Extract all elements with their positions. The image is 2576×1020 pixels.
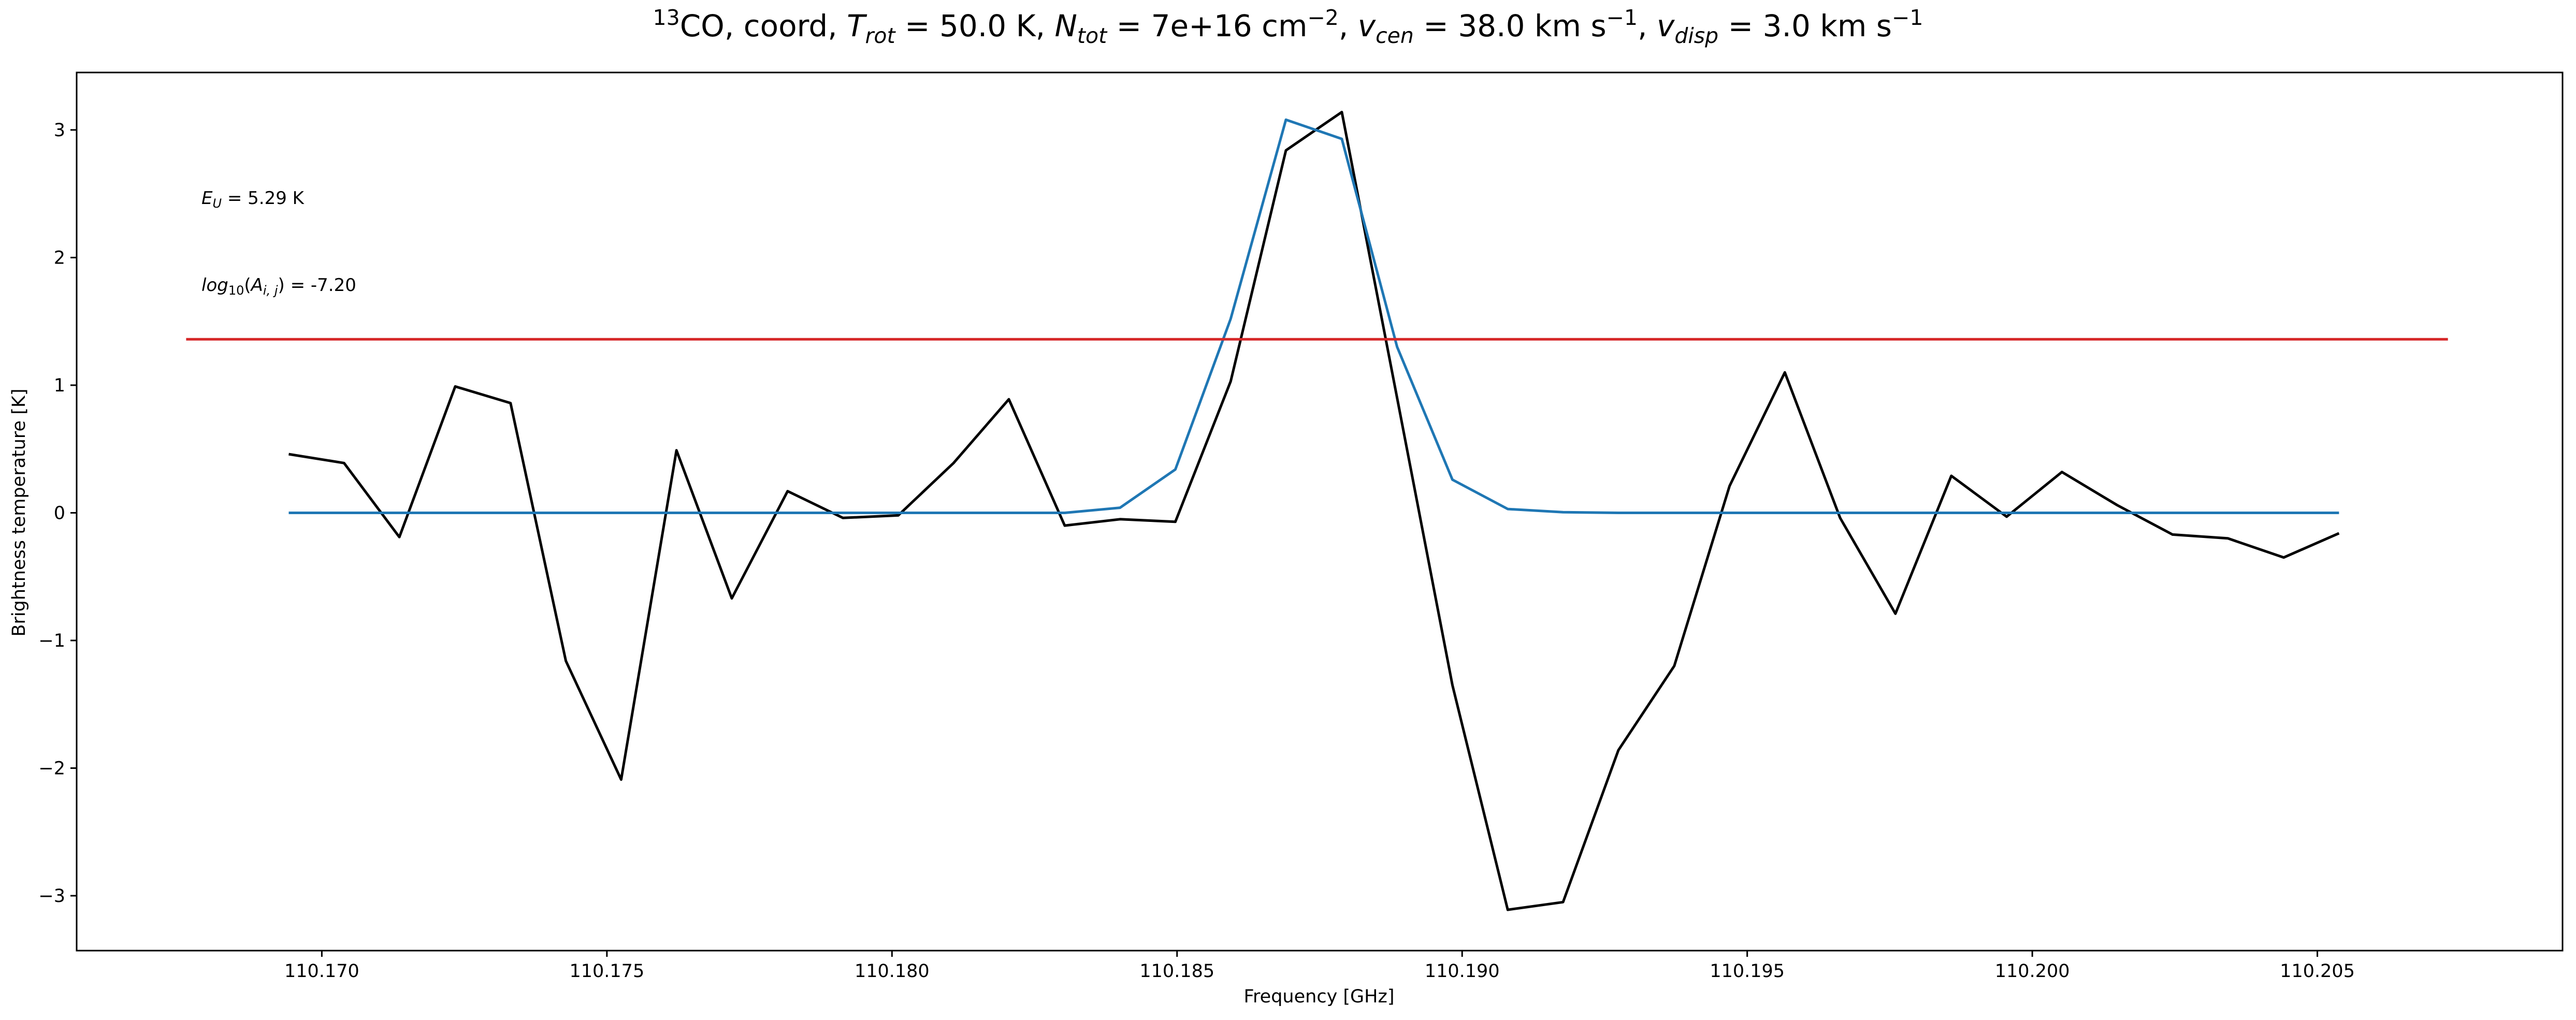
y-tick-label: 3	[54, 120, 65, 141]
chart_data.annotations.1.segments-segment: log	[201, 275, 228, 296]
series-line-0	[288, 110, 2340, 911]
chart_data.annotations.0.segments-segment: E	[201, 188, 213, 209]
x-tick-label: 110.180	[855, 961, 930, 982]
chart_data.title.segments-segment: −1	[1892, 5, 1923, 30]
chart_data.title.segments-segment: = 3.0 km s	[1718, 8, 1892, 43]
y-tick-label: 2	[54, 247, 65, 268]
chart_data.title.segments-segment: cen	[1376, 23, 1414, 48]
x-tick-label: 110.170	[284, 961, 359, 982]
x-tick-label: 110.190	[1425, 961, 1500, 982]
y-tick-label: 1	[54, 375, 65, 396]
x-tick-label: 110.175	[569, 961, 644, 982]
y-tick-label: −3	[38, 886, 65, 907]
annotation-eu: EU = 5.29 K	[201, 188, 305, 211]
chart_data.title.segments-segment: v	[1358, 8, 1377, 43]
chart_data.title.segments-segment: T	[847, 8, 867, 43]
x-tick-label: 110.200	[1995, 961, 2070, 982]
chart_data.annotations.0.segments-segment: = 5.29 K	[222, 188, 305, 209]
chart_data.annotations.0.segments-segment: U	[212, 196, 222, 211]
chart_data.title.segments-segment: = 7e+16 cm	[1107, 8, 1307, 43]
chart_data.title.segments-segment: ,	[1638, 8, 1657, 43]
axes-frame	[76, 71, 2564, 952]
x-tick-label: 110.195	[1710, 961, 1785, 982]
chart_data.title.segments-segment: disp	[1674, 23, 1718, 48]
chart_data.annotations.1.segments-segment: (	[244, 275, 251, 296]
y-tick-label: 0	[54, 503, 65, 523]
annotation-layer: EU = 5.29 K log10(Ai, j) = -7.20	[201, 188, 356, 298]
x-axis-label: Frequency [GHz]	[1243, 986, 1394, 1007]
chart_data.title.segments-segment: = 50.0 K,	[895, 8, 1055, 43]
chart_data.title.segments-segment: v	[1657, 8, 1675, 43]
series-line-1	[288, 118, 2339, 514]
x-tick-label: 110.185	[1139, 961, 1214, 982]
y-tick-label: −2	[38, 758, 65, 779]
chart_data.annotations.1.segments-segment: i, j	[263, 283, 278, 298]
chart_data.title.segments-segment: CO, coord,	[680, 8, 847, 43]
chart_data.annotations.1.segments-segment: ) = -7.20	[278, 275, 356, 296]
chart_data.annotations.1.segments-segment: A	[250, 275, 263, 296]
chart_data.title.segments-segment: −1	[1607, 5, 1638, 30]
chart_data.title.segments-segment: ,	[1339, 8, 1358, 43]
chart_data.annotations.1.segments-segment: 10	[228, 283, 244, 298]
chart_data.title.segments-segment: = 38.0 km s	[1414, 8, 1607, 43]
chart_data.title.segments-segment: tot	[1077, 23, 1108, 48]
y-axis-label: Brightness temperature [K]	[9, 389, 30, 637]
chart_data.title.segments-segment: rot	[865, 23, 896, 48]
chart_data.title.segments-segment: 13	[653, 5, 680, 30]
x-tick-label: 110.205	[2280, 961, 2355, 982]
chart_data.title.segments-segment: N	[1055, 8, 1077, 43]
annotation-aij: log10(Ai, j) = -7.20	[201, 275, 356, 298]
y-tick-label: −1	[38, 631, 65, 651]
chart-title: 13CO, coord, Trot = 50.0 K, Ntot = 7e+16…	[653, 5, 1923, 48]
series-layer	[186, 110, 2448, 911]
axes: 110.170 110.175 110.180 110.185 110.190 110.1…	[38, 71, 2564, 982]
chart_data.title.segments-segment: −2	[1307, 5, 1338, 30]
